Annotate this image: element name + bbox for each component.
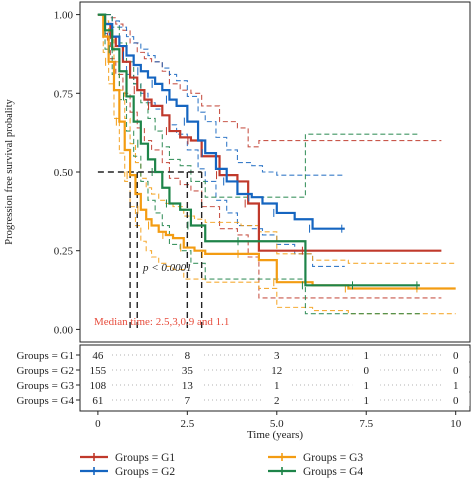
legend-label: Groups = G1 (115, 452, 175, 464)
survival-curves (97, 13, 456, 293)
risk-count: 12 (271, 365, 282, 377)
risk-count-bg (83, 348, 112, 361)
survival-curve-4 (97, 13, 420, 287)
x-axis: 0 2.5 5.0 7.5 10 (95, 411, 462, 430)
risk-row-label: Groups = G1 (16, 350, 74, 362)
risk-count-bg (173, 393, 202, 406)
risk-count: 7 (185, 395, 191, 407)
risk-count-bg (173, 378, 202, 391)
risk-count-bg (352, 393, 381, 406)
y-tick-label: 0.50 (54, 167, 74, 179)
ci-upper-3 (97, 14, 456, 264)
risk-count: 0 (453, 395, 459, 407)
risk-count-bg (441, 393, 470, 406)
pvalue-annotation: p < 0.0001 (142, 262, 192, 274)
risk-count: 46 (92, 350, 104, 362)
risk-count-bg (441, 378, 470, 391)
risk-count: 2 (274, 395, 280, 407)
risk-count-bg (83, 393, 112, 406)
risk-count-bg (173, 363, 202, 376)
risk-count-bg (352, 348, 381, 361)
risk-count: 0 (453, 365, 459, 377)
median-guides (97, 171, 203, 330)
risk-count: 155 (90, 365, 107, 377)
y-tick-label: 0.25 (54, 246, 74, 258)
x-tick-label: 5.0 (270, 418, 284, 430)
risk-count: 108 (90, 380, 107, 392)
y-axis-label: Progression free survival probality (4, 98, 15, 244)
risk-count-bg (262, 378, 291, 391)
legend-label: Groups = G2 (115, 466, 175, 478)
y-axis: 0.00 0.25 0.50 0.75 1.00 (54, 10, 80, 336)
risk-count: 1 (363, 350, 369, 362)
risk-count-bg (352, 363, 381, 376)
legend: Groups = G1 Groups = G2 Groups = G3 Groups … (80, 452, 363, 478)
risk-count: 1 (363, 395, 369, 407)
legend-label: Groups = G4 (303, 466, 363, 478)
risk-count: 1 (363, 380, 369, 392)
ci-lower-3 (97, 14, 456, 315)
legend-label: Groups = G3 (303, 452, 363, 464)
y-tick-label: 1.00 (54, 10, 74, 22)
risk-count-bg (173, 348, 202, 361)
risk-count: 0 (453, 350, 459, 362)
x-tick-label: 2.5 (180, 418, 194, 430)
risk-count-bg (262, 393, 291, 406)
median-annotation: Median time: 2.5,3,0.9 and 1.1 (94, 316, 229, 328)
survival-curve-3 (97, 13, 456, 290)
risk-count: 1 (274, 380, 280, 392)
risk-table-frame (79, 344, 471, 412)
risk-count-bg (262, 348, 291, 361)
risk-count: 0 (363, 365, 369, 377)
risk-count: 1 (453, 380, 459, 392)
risk-count-bg (83, 378, 112, 391)
x-tick-label: 0 (95, 418, 101, 430)
ci-upper-4 (97, 14, 420, 198)
risk-row-label: Groups = G2 (16, 365, 74, 377)
ci-upper-2 (97, 14, 345, 176)
survival-curve-1 (97, 13, 442, 252)
x-tick-label: 7.5 (359, 418, 373, 430)
risk-count-bg (441, 348, 470, 361)
survival-curve-2 (97, 13, 345, 230)
risk-count-bg (441, 363, 470, 376)
risk-count: 8 (185, 350, 191, 362)
risk-count: 13 (182, 380, 194, 392)
y-tick-label: 0.75 (54, 88, 74, 100)
risk-count: 35 (182, 365, 194, 377)
risk-count: 3 (274, 350, 280, 362)
risk-count-bg (352, 378, 381, 391)
risk-row-label: Groups = G4 (16, 395, 74, 407)
y-tick-label: 0.00 (54, 324, 74, 336)
ci-lower-1 (97, 14, 442, 299)
x-tick-label: 10 (450, 418, 462, 430)
x-axis-label: Time (years) (247, 429, 303, 441)
risk-row-label: Groups = G3 (16, 380, 74, 392)
risk-count-bg (262, 363, 291, 376)
risk-count: 61 (92, 395, 103, 407)
ci-upper-1 (97, 14, 442, 148)
risk-count-bg (83, 363, 112, 376)
